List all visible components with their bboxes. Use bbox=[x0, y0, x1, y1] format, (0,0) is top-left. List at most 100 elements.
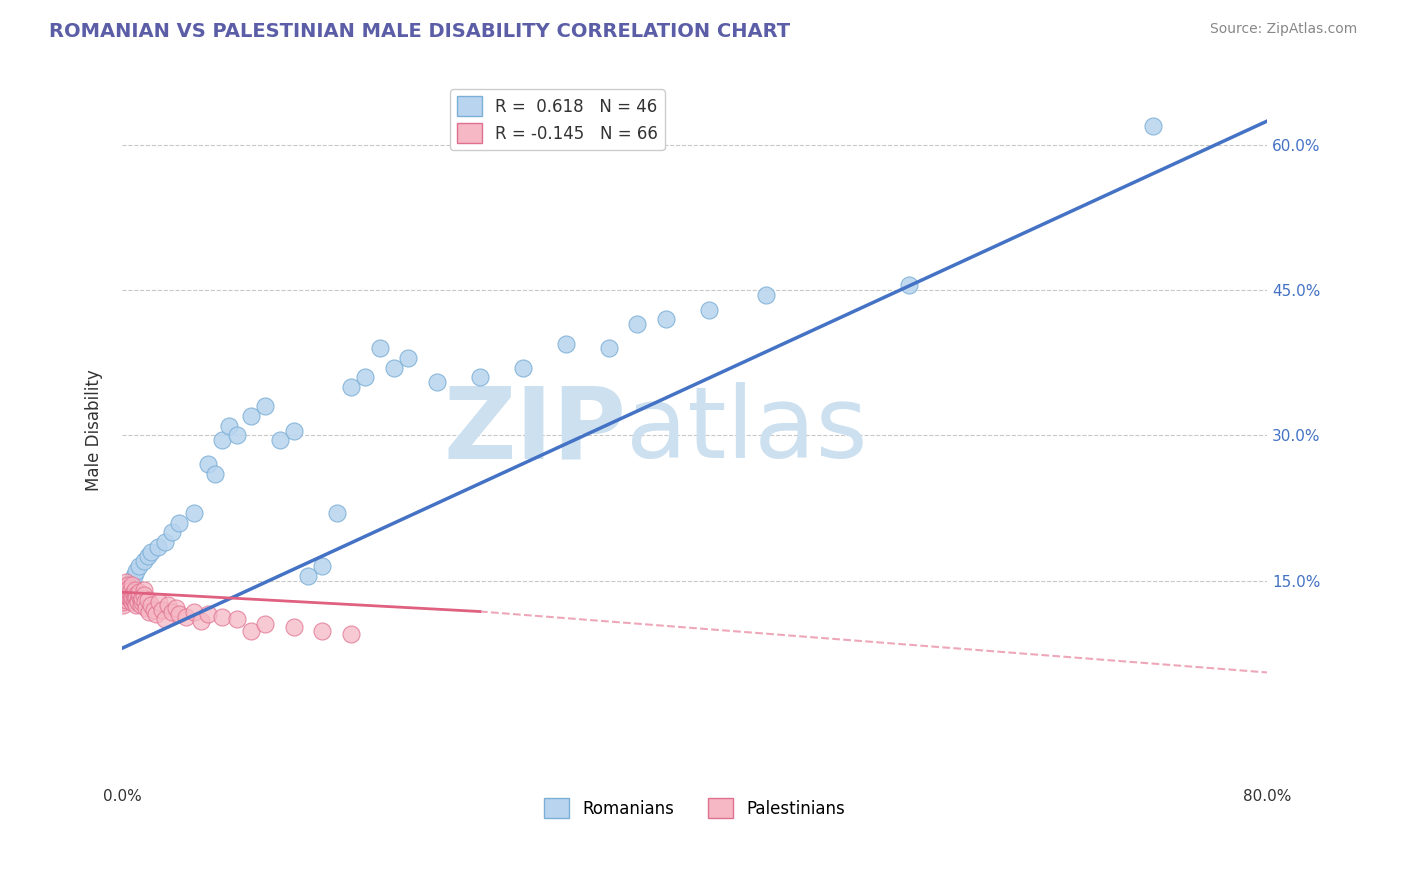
Point bbox=[112, 591, 135, 605]
Point bbox=[755, 288, 778, 302]
Point bbox=[225, 612, 247, 626]
Legend: Romanians, Palestinians: Romanians, Palestinians bbox=[537, 791, 852, 825]
Point bbox=[197, 607, 219, 622]
Point bbox=[368, 342, 391, 356]
Point bbox=[117, 583, 139, 598]
Text: ZIP: ZIP bbox=[443, 382, 626, 479]
Point bbox=[311, 624, 333, 638]
Point bbox=[122, 568, 145, 582]
Point bbox=[239, 409, 262, 423]
Point bbox=[120, 588, 142, 602]
Point bbox=[146, 540, 169, 554]
Point bbox=[114, 585, 136, 599]
Point bbox=[176, 610, 198, 624]
Point bbox=[134, 595, 156, 609]
Point bbox=[122, 585, 145, 599]
Point bbox=[150, 602, 173, 616]
Point bbox=[1142, 119, 1164, 133]
Point bbox=[112, 593, 135, 607]
Point bbox=[118, 591, 141, 605]
Point bbox=[120, 575, 142, 590]
Point bbox=[114, 582, 136, 596]
Text: ROMANIAN VS PALESTINIAN MALE DISABILITY CORRELATION CHART: ROMANIAN VS PALESTINIAN MALE DISABILITY … bbox=[49, 22, 790, 41]
Point bbox=[114, 583, 136, 598]
Point bbox=[697, 302, 720, 317]
Point bbox=[254, 400, 277, 414]
Point bbox=[127, 595, 149, 609]
Point bbox=[117, 582, 139, 596]
Point bbox=[131, 595, 153, 609]
Point bbox=[326, 506, 349, 520]
Point bbox=[112, 595, 135, 609]
Point bbox=[129, 598, 152, 612]
Point bbox=[125, 591, 148, 605]
Point bbox=[554, 336, 576, 351]
Point bbox=[153, 534, 176, 549]
Point bbox=[142, 602, 165, 616]
Point bbox=[139, 598, 162, 612]
Point bbox=[396, 351, 419, 365]
Point bbox=[118, 578, 141, 592]
Point bbox=[121, 591, 143, 605]
Point bbox=[120, 593, 142, 607]
Point bbox=[122, 588, 145, 602]
Point bbox=[114, 583, 136, 598]
Point bbox=[898, 278, 921, 293]
Point bbox=[153, 612, 176, 626]
Point bbox=[136, 593, 159, 607]
Text: Source: ZipAtlas.com: Source: ZipAtlas.com bbox=[1209, 22, 1357, 37]
Point bbox=[218, 418, 240, 433]
Point bbox=[169, 607, 191, 622]
Point bbox=[124, 583, 146, 598]
Point bbox=[512, 360, 534, 375]
Point bbox=[117, 578, 139, 592]
Point bbox=[197, 458, 219, 472]
Point bbox=[132, 554, 155, 568]
Point bbox=[121, 578, 143, 592]
Point bbox=[211, 610, 233, 624]
Point bbox=[283, 424, 305, 438]
Point bbox=[125, 588, 148, 602]
Point bbox=[118, 585, 141, 599]
Point bbox=[118, 582, 141, 596]
Point bbox=[160, 525, 183, 540]
Point bbox=[138, 605, 160, 619]
Point bbox=[127, 593, 149, 607]
Point bbox=[204, 467, 226, 482]
Point bbox=[129, 593, 152, 607]
Point bbox=[190, 614, 212, 628]
Point bbox=[239, 624, 262, 638]
Point bbox=[655, 312, 678, 326]
Point bbox=[117, 588, 139, 602]
Point bbox=[148, 595, 170, 609]
Point bbox=[115, 575, 138, 590]
Point bbox=[269, 434, 291, 448]
Point bbox=[114, 588, 136, 602]
Point bbox=[426, 375, 449, 389]
Point bbox=[354, 370, 377, 384]
Point bbox=[132, 583, 155, 598]
Point bbox=[135, 600, 157, 615]
Point bbox=[340, 380, 363, 394]
Point bbox=[156, 598, 179, 612]
Point bbox=[340, 627, 363, 641]
Point bbox=[115, 578, 138, 592]
Point bbox=[145, 607, 167, 622]
Point bbox=[183, 506, 205, 520]
Point bbox=[136, 549, 159, 564]
Point bbox=[311, 559, 333, 574]
Point bbox=[254, 617, 277, 632]
Point bbox=[468, 370, 491, 384]
Point bbox=[115, 593, 138, 607]
Point bbox=[124, 595, 146, 609]
Point bbox=[120, 583, 142, 598]
Point bbox=[169, 516, 191, 530]
Point bbox=[112, 588, 135, 602]
Point bbox=[225, 428, 247, 442]
Point bbox=[125, 598, 148, 612]
Point bbox=[115, 585, 138, 599]
Point bbox=[211, 434, 233, 448]
Point bbox=[183, 605, 205, 619]
Point bbox=[165, 600, 187, 615]
Point bbox=[125, 564, 148, 578]
